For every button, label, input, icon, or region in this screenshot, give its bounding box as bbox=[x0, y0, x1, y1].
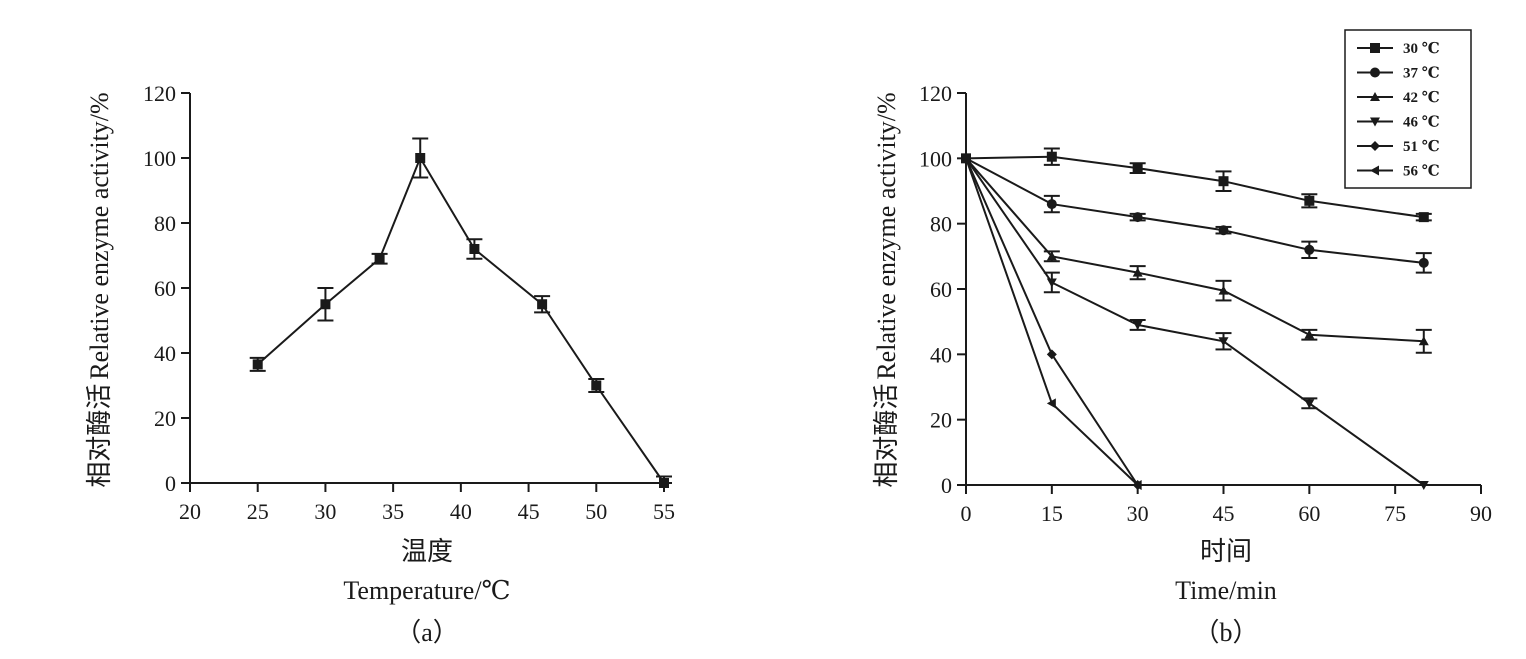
y-tick-label: 120 bbox=[919, 81, 952, 106]
data-point bbox=[415, 153, 426, 163]
data-point bbox=[1046, 349, 1057, 360]
data-point bbox=[1132, 163, 1143, 174]
y-axis-title: 相对酶活 Relative enzyme activity/% bbox=[872, 92, 901, 487]
data-point bbox=[1046, 398, 1056, 409]
data-point bbox=[1218, 337, 1229, 347]
panel-label: （a） bbox=[395, 618, 459, 647]
series-line bbox=[965, 157, 1424, 343]
y-tick-label: 100 bbox=[143, 146, 176, 171]
y-axis-title-cn: 相对酶活 bbox=[85, 384, 114, 488]
x-tick-label: 40 bbox=[450, 499, 472, 524]
series-4 bbox=[961, 154, 1429, 490]
y-axis-title: 相对酶活 Relative enzyme activity/% bbox=[85, 92, 114, 487]
data-point bbox=[1046, 251, 1057, 261]
y-tick-label: 40 bbox=[930, 342, 952, 367]
data-point bbox=[1046, 278, 1057, 288]
data-point bbox=[1046, 199, 1057, 210]
data-point bbox=[1304, 329, 1315, 339]
data-point bbox=[1304, 399, 1315, 409]
x-tick-label: 50 bbox=[585, 499, 607, 524]
data-point bbox=[591, 380, 602, 391]
y-tick-label: 80 bbox=[154, 211, 176, 236]
x-tick-label: 30 bbox=[314, 499, 336, 524]
series-line bbox=[257, 155, 665, 484]
data-point bbox=[1132, 267, 1143, 277]
data-point bbox=[659, 478, 669, 488]
data-point bbox=[1218, 285, 1229, 295]
x-axis-title-cn: 温度 bbox=[401, 537, 453, 566]
data-point bbox=[469, 244, 480, 254]
data-point bbox=[1132, 320, 1143, 330]
series-line bbox=[965, 157, 1425, 486]
x-tick-label: 0 bbox=[961, 501, 972, 526]
legend-label: 37 ℃ bbox=[1403, 66, 1440, 82]
data-point bbox=[1418, 481, 1429, 490]
series-line bbox=[965, 155, 1424, 219]
legend-label: 51 ℃ bbox=[1403, 139, 1440, 155]
data-point bbox=[1132, 212, 1143, 223]
data-point bbox=[1418, 212, 1429, 223]
x-tick-label: 75 bbox=[1384, 501, 1406, 526]
x-axis-title: Time/min bbox=[1175, 576, 1277, 605]
panel-b-thermal-stability-chart: 0 20 40 60 80 100 120 0 15 30 45 60 75 90 相对酶活 Relative… bbox=[872, 29, 1492, 647]
x-tick-label: 60 bbox=[1298, 501, 1320, 526]
x-tick-label: 20 bbox=[179, 499, 201, 524]
x-tick-label: 30 bbox=[1127, 501, 1149, 526]
panel-label: （b） bbox=[1193, 618, 1258, 647]
y-tick-label: 60 bbox=[930, 277, 952, 302]
x-tick-label: 25 bbox=[247, 499, 269, 524]
x-tick-label: 45 bbox=[518, 499, 540, 524]
legend-label: 42 ℃ bbox=[1403, 90, 1440, 106]
x-tick-label: 15 bbox=[1041, 501, 1063, 526]
legend: 30 ℃ 37 ℃ 42 ℃ 46 ℃ 51 ℃ 56 ℃ bbox=[1344, 29, 1472, 189]
legend-marker bbox=[1370, 141, 1380, 151]
data-point bbox=[1304, 244, 1315, 255]
data-point bbox=[537, 299, 548, 310]
y-tick-label: 0 bbox=[941, 473, 952, 498]
series-1 bbox=[249, 137, 672, 488]
legend-label: 46 ℃ bbox=[1403, 115, 1440, 131]
legend-label: 56 ℃ bbox=[1403, 164, 1440, 180]
data-point bbox=[252, 359, 263, 370]
data-point bbox=[1304, 195, 1315, 206]
legend-marker bbox=[1370, 117, 1380, 127]
x-axis-title: Temperature/℃ bbox=[343, 576, 510, 605]
y-tick-label: 20 bbox=[930, 408, 952, 433]
data-point bbox=[374, 253, 385, 264]
y-tick-label: 80 bbox=[930, 212, 952, 237]
x-tick-label: 90 bbox=[1470, 501, 1492, 526]
data-point bbox=[961, 153, 970, 164]
y-axis-title-cn: 相对酶活 bbox=[872, 384, 901, 488]
legend-box bbox=[1344, 29, 1472, 189]
data-point bbox=[1218, 176, 1229, 187]
x-tick-label: 35 bbox=[382, 499, 404, 524]
y-axis-title-en: Relative enzyme activity/% bbox=[85, 92, 114, 379]
x-tick-label: 45 bbox=[1213, 501, 1235, 526]
series-line bbox=[965, 157, 1424, 264]
legend-marker bbox=[1370, 92, 1380, 101]
x-axis-title-cn: 时间 bbox=[1200, 537, 1252, 566]
x-tick-label: 55 bbox=[653, 499, 675, 524]
data-point bbox=[1418, 257, 1429, 268]
legend-marker bbox=[1370, 43, 1380, 53]
data-point bbox=[1418, 336, 1429, 346]
y-tick-label: 100 bbox=[919, 146, 952, 171]
legend-marker bbox=[1370, 165, 1379, 176]
legend-label: 30 ℃ bbox=[1403, 41, 1440, 57]
data-point bbox=[1046, 151, 1057, 162]
legend-marker bbox=[1370, 67, 1380, 78]
data-point bbox=[1132, 480, 1142, 490]
y-tick-label: 0 bbox=[165, 471, 176, 496]
y-tick-label: 60 bbox=[154, 276, 176, 301]
data-point bbox=[320, 299, 331, 310]
y-tick-label: 40 bbox=[154, 341, 176, 366]
data-point bbox=[1218, 225, 1229, 236]
series-6 bbox=[961, 153, 1142, 490]
series-2 bbox=[961, 153, 1432, 274]
y-tick-label: 20 bbox=[154, 406, 176, 431]
y-axis-title-en: Relative enzyme activity/% bbox=[872, 92, 901, 379]
y-tick-label: 120 bbox=[143, 81, 176, 106]
